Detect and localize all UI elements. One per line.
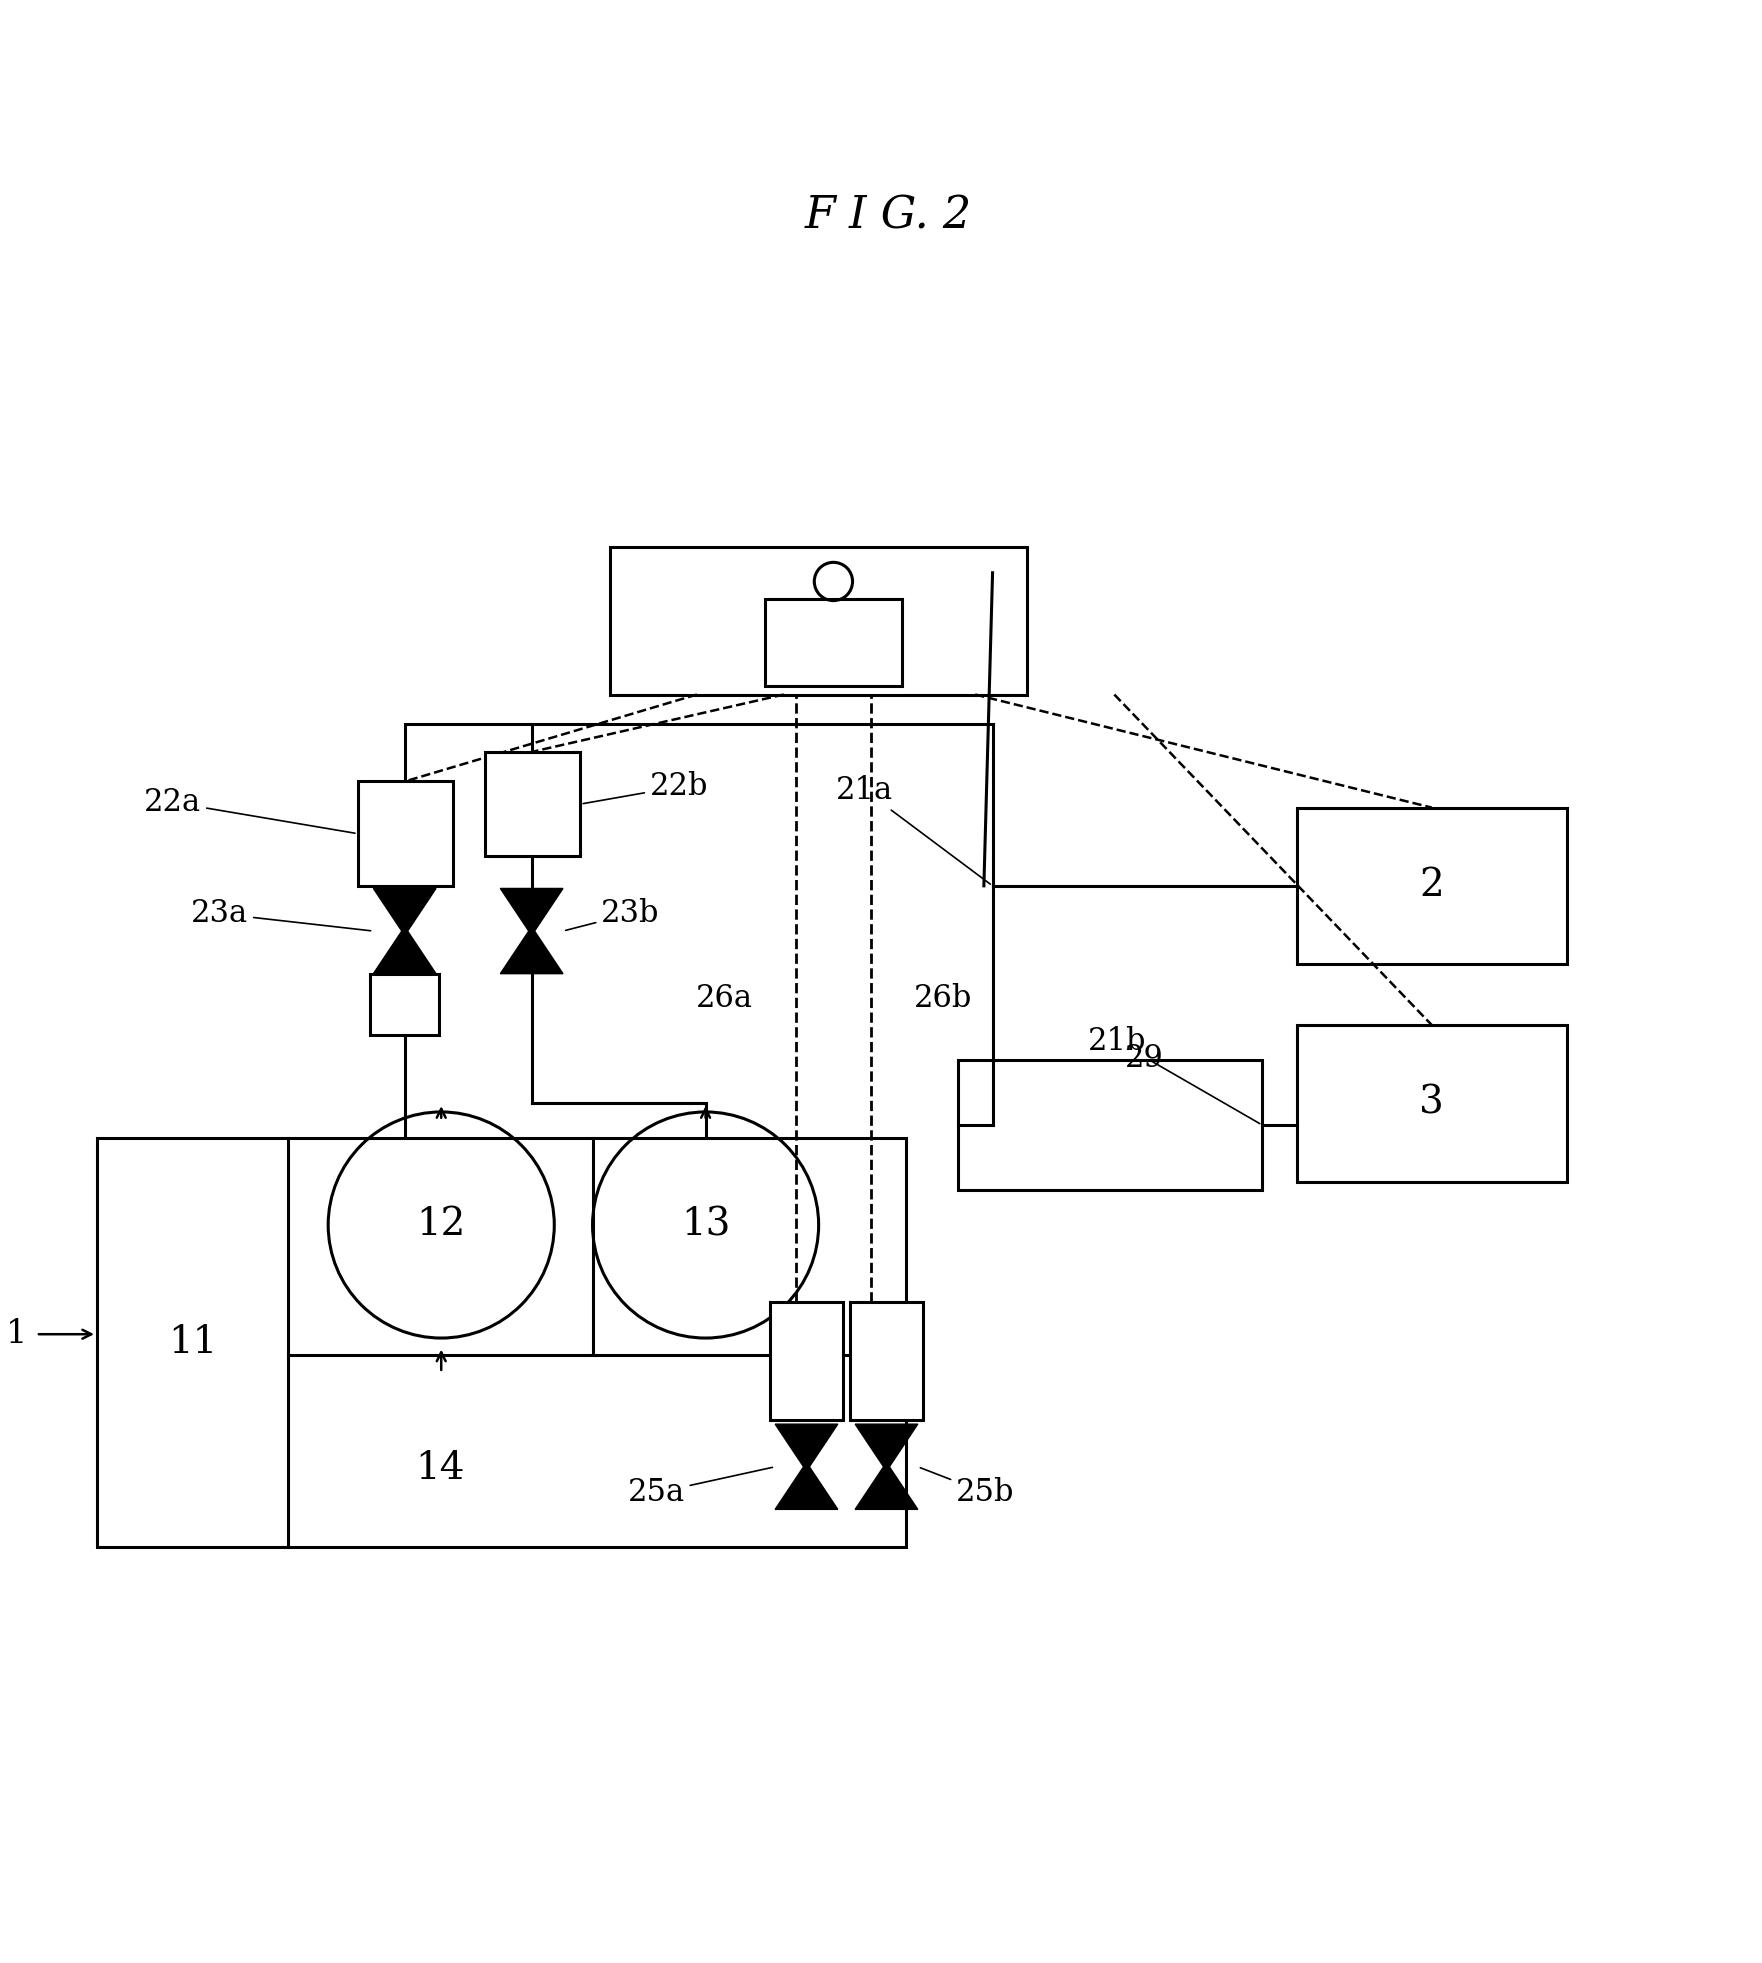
Text: 23a: 23a xyxy=(190,899,370,930)
Polygon shape xyxy=(775,1462,837,1510)
Bar xyxy=(849,1301,923,1419)
Bar xyxy=(1297,807,1566,964)
Polygon shape xyxy=(775,1423,837,1470)
Bar xyxy=(959,1060,1262,1190)
Bar xyxy=(610,546,1027,695)
Bar xyxy=(370,974,439,1035)
Polygon shape xyxy=(374,927,435,974)
Polygon shape xyxy=(500,889,564,936)
Polygon shape xyxy=(500,927,564,974)
Text: 1: 1 xyxy=(5,1319,26,1351)
Text: 13: 13 xyxy=(680,1207,729,1243)
Text: 22a: 22a xyxy=(144,787,354,832)
Polygon shape xyxy=(374,889,435,936)
Text: 11: 11 xyxy=(167,1323,217,1360)
Text: 2: 2 xyxy=(1420,868,1445,905)
Bar xyxy=(770,1301,842,1419)
Text: 21b: 21b xyxy=(1089,1027,1260,1123)
Text: F I G. 2: F I G. 2 xyxy=(805,194,973,238)
Text: 23b: 23b xyxy=(566,899,659,930)
Text: 22b: 22b xyxy=(583,771,708,803)
Bar xyxy=(97,1139,906,1547)
Text: 14: 14 xyxy=(416,1451,465,1488)
Text: 4: 4 xyxy=(807,603,832,640)
Text: 24b: 24b xyxy=(865,1351,907,1372)
Text: 24a: 24a xyxy=(786,1351,826,1372)
Text: 26b: 26b xyxy=(914,983,973,1015)
Text: 25a: 25a xyxy=(627,1468,772,1508)
Polygon shape xyxy=(855,1423,918,1470)
Bar xyxy=(765,599,902,685)
Bar xyxy=(358,781,453,885)
Text: 12: 12 xyxy=(416,1207,465,1243)
Text: 3: 3 xyxy=(1420,1086,1445,1121)
Text: 21a: 21a xyxy=(835,775,990,883)
Bar xyxy=(485,752,580,856)
Bar xyxy=(1297,1025,1566,1182)
Polygon shape xyxy=(855,1462,918,1510)
Text: 25b: 25b xyxy=(920,1468,1015,1508)
Text: 29: 29 xyxy=(1126,1044,1165,1074)
Text: 26a: 26a xyxy=(696,983,752,1015)
